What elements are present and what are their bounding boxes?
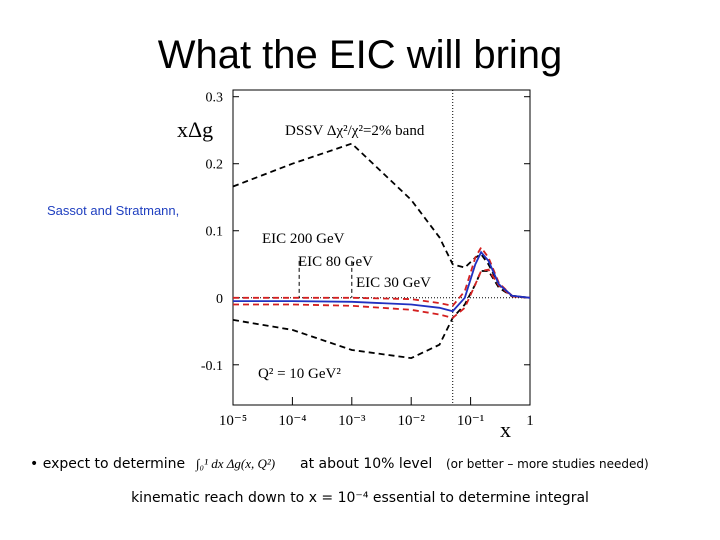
note: (or better – more studies needed): [446, 457, 649, 471]
y-tick-label: -0.1: [201, 359, 223, 374]
footer: kinematic reach down to x = 10⁻⁴ essenti…: [131, 490, 589, 506]
x-tick-label: 10⁻³: [338, 413, 366, 429]
annotation: Q² = 10 GeV²: [258, 366, 341, 382]
curve: [233, 268, 531, 319]
x-tick-label: 10⁻¹: [457, 413, 484, 429]
y-tick-label: 0: [216, 292, 223, 307]
level: at about 10% level: [300, 456, 432, 472]
y-tick-label: 0.3: [206, 91, 224, 106]
x-axis-label: x: [500, 417, 511, 442]
credit: Sassot and Stratmann,: [47, 203, 179, 218]
plot-frame: [232, 89, 531, 406]
bullet: • expect to determine: [30, 456, 185, 472]
formula: ∫₀¹ dx Δg(x, Q²): [195, 456, 275, 472]
annotation: EIC 80 GeV: [298, 254, 373, 270]
y-axis-label: xΔg: [177, 117, 213, 142]
curve: [232, 270, 531, 360]
y-tick-label: 0.1: [206, 225, 224, 240]
curve: [233, 250, 531, 313]
title: What the EIC will bring: [158, 33, 563, 77]
x-tick-label: 10⁻²: [397, 413, 425, 429]
x-tick-label: 10⁻⁵: [219, 413, 247, 429]
y-tick-label: 0.2: [206, 158, 224, 173]
x-tick-label: 1: [526, 413, 534, 429]
bullet-text: expect to determine: [43, 456, 185, 472]
x-tick-label: 10⁻⁴: [278, 413, 306, 429]
annotation: EIC 30 GeV: [356, 275, 431, 291]
annotation: EIC 200 GeV: [262, 231, 345, 247]
annotation: DSSV Δχ²/χ²=2% band: [285, 123, 425, 139]
